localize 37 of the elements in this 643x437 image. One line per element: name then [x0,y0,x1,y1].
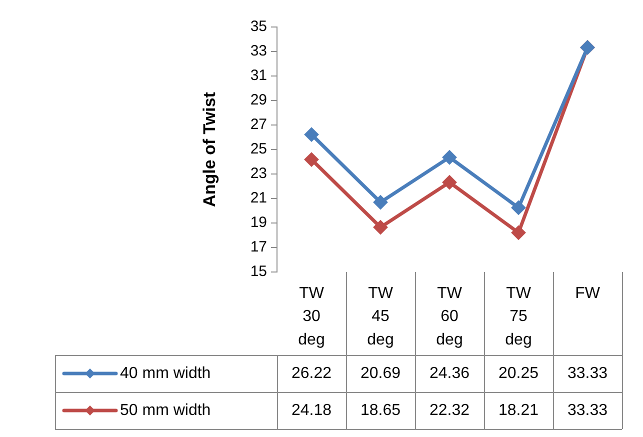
x-tick-label: TW 75 deg [505,285,532,348]
x-tick-label: TW 45 deg [367,285,394,348]
point [442,176,456,190]
data-label: 24.18 [291,402,332,419]
y-tick-label: 29 [250,92,267,109]
y-tick-label: 17 [250,238,267,256]
data-label: 22.32 [429,402,470,419]
y-tick-label: 27 [250,116,267,134]
data-label: 24.36 [429,364,470,382]
legend-label: 50 mm width [120,402,211,419]
y-tick-label: 31 [250,67,267,84]
y-tick-label: 25 [250,140,267,158]
data-label: 20.25 [498,364,539,382]
y-tick-label: 35 [250,18,267,36]
x-tick-label: FW [575,285,601,302]
point [304,128,318,142]
data-label: 26.22 [291,364,332,382]
data-label: 33.33 [567,364,608,382]
y-tick-label: 19 [250,214,267,232]
data-label: 18.21 [498,402,539,419]
point [304,152,318,166]
y-axis-title: Angle of Twist [200,92,219,207]
x-tick-label: TW 30 deg [298,285,325,348]
y-tick-label: 33 [250,42,267,60]
point [512,200,526,214]
point [442,150,456,164]
y-tick-label: 21 [250,190,267,207]
data-label: 33.33 [567,402,608,419]
x-tick-label: TW 60 deg [436,285,463,348]
data-label: 20.69 [360,364,401,382]
legend-label: 40 mm width [120,364,211,382]
data-label: 18.65 [360,402,401,419]
y-tick-label: 23 [250,165,267,182]
point [374,196,388,210]
point [374,220,388,234]
point [512,226,526,240]
y-tick-label: 15 [250,263,267,280]
